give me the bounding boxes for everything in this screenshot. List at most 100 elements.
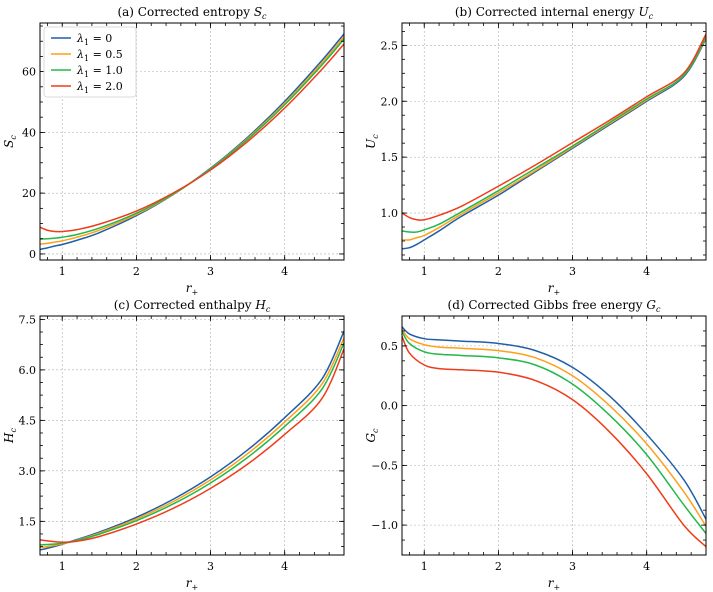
- series-line-2: [40, 342, 344, 546]
- legend-value: = 0: [89, 32, 112, 45]
- legend-entry-3: λ1 = 2.0: [76, 80, 123, 95]
- y-axis-label-symbol: U: [364, 138, 378, 149]
- x-axis-label-symbol: r: [186, 576, 193, 590]
- panel-title: (d) Corrected Gibbs free energy Gc: [448, 298, 661, 314]
- legend-entry-2: λ1 = 1.0: [76, 64, 123, 79]
- x-axis-label-subscript: +: [192, 288, 199, 297]
- legend-symbol: λ: [76, 64, 84, 77]
- legend-value: = 0.5: [89, 48, 123, 61]
- y-tick-label: 0.5: [381, 340, 399, 353]
- x-tick-label: 4: [643, 265, 650, 278]
- y-tick-label: 60: [22, 66, 36, 79]
- legend-value: = 1.0: [89, 64, 123, 77]
- x-axis-label-symbol: r: [548, 281, 555, 295]
- y-tick-label: 0: [29, 248, 36, 261]
- x-axis-label-subscript: +: [554, 583, 561, 592]
- x-tick-label: 3: [569, 265, 576, 278]
- y-tick-label: 40: [22, 126, 36, 139]
- x-tick-label: 3: [569, 560, 576, 573]
- series-line-0: [40, 33, 344, 251]
- y-axis-label-subscript: c: [371, 134, 380, 139]
- panel-title-symbol: S: [254, 5, 262, 19]
- legend-symbol: λ: [76, 48, 84, 61]
- panel-c: 1 2 3 4 1.5 3.0 4.5 6.0 7.5 (c) Corrected enthalp…: [2, 298, 345, 592]
- panel-d: 1 2 3 4 0.5 0.0 −0.5 −1.0 (d) Corrected Gibbs fr…: [364, 298, 707, 592]
- y-axis-label-subscript: c: [9, 135, 18, 140]
- x-tick-label: 2: [133, 265, 140, 278]
- x-tick-label: 1: [59, 265, 66, 278]
- y-axis-label-symbol: G: [364, 433, 378, 443]
- plot-frame: [39, 22, 345, 261]
- series-line-0: [402, 326, 706, 520]
- panel-title-subscript: c: [649, 12, 654, 21]
- series-line-2: [40, 38, 344, 240]
- y-tick-label: 1.5: [19, 515, 37, 528]
- legend-subscript: 1: [84, 38, 89, 47]
- x-axis-label-symbol: r: [186, 281, 193, 295]
- x-tick-label: 3: [207, 265, 214, 278]
- x-axis-label: r+: [186, 576, 198, 592]
- panel-title-subscript: c: [262, 12, 267, 21]
- panel-title: (b) Corrected internal energy Uc: [455, 5, 654, 21]
- series-line-1: [40, 36, 344, 245]
- y-tick-label: 1.5: [381, 151, 399, 164]
- x-tick-label: 2: [495, 560, 502, 573]
- y-axis-label-subscript: c: [371, 428, 380, 433]
- panel-b: 1 2 3 4 1.0 1.5 2.0 2.5 (b) Corrected internal e…: [364, 5, 707, 297]
- series-line-0: [402, 38, 706, 250]
- y-tick-label: −1.0: [371, 519, 398, 532]
- y-tick-label: 6.0: [19, 364, 37, 377]
- series-line-3: [40, 348, 344, 543]
- y-tick-label: 0.0: [381, 400, 399, 413]
- legend: λ1 = 0λ1 = 0.5λ1 = 1.0λ1 = 2.0: [43, 26, 137, 98]
- x-tick-label: 4: [281, 265, 288, 278]
- panel-title-subscript: c: [266, 305, 271, 314]
- y-axis-label-symbol: H: [2, 432, 16, 444]
- series-line-1: [402, 37, 706, 241]
- panel-title-symbol: U: [639, 5, 650, 19]
- x-tick-label: 3: [207, 560, 214, 573]
- x-tick-label: 1: [59, 560, 66, 573]
- legend-subscript: 1: [84, 54, 89, 63]
- series-line-3: [402, 336, 706, 548]
- panel-title-subscript: c: [656, 305, 661, 314]
- y-axis-label: Hc: [2, 428, 18, 444]
- x-tick-label: 2: [495, 265, 502, 278]
- legend-value: = 2.0: [89, 80, 123, 93]
- panel-title: (c) Corrected enthalpy Hc: [114, 298, 271, 314]
- series-line-1: [40, 337, 344, 549]
- y-tick-label: 2.5: [381, 39, 399, 52]
- legend-entry-0: λ1 = 0: [76, 32, 112, 47]
- x-axis-label: r+: [548, 576, 560, 592]
- legend-box: [43, 26, 137, 98]
- series-line-2: [402, 331, 706, 534]
- legend-subscript: 1: [84, 70, 89, 79]
- panel-title-text: (b) Corrected internal energy: [455, 5, 639, 19]
- x-axis-label: r+: [186, 281, 198, 297]
- y-tick-label: 2.0: [381, 95, 399, 108]
- plot-frame: [39, 315, 345, 556]
- x-tick-label: 2: [133, 560, 140, 573]
- y-tick-label: 3.0: [19, 465, 37, 478]
- panel-title-symbol: G: [646, 298, 656, 312]
- y-axis-label-symbol: S: [2, 140, 16, 148]
- x-tick-label: 1: [421, 560, 428, 573]
- series-line-1: [402, 328, 706, 527]
- x-axis-label-subscript: +: [192, 583, 199, 592]
- y-tick-label: 20: [22, 187, 36, 200]
- series-line-3: [402, 33, 706, 221]
- panel-title: (a) Corrected entropy Sc: [117, 5, 267, 21]
- x-axis-label: r+: [548, 281, 560, 297]
- panel-title-text: (a) Corrected entropy: [117, 5, 253, 19]
- y-tick-label: 4.5: [19, 414, 37, 427]
- y-tick-label: 1.0: [381, 207, 399, 220]
- legend-symbol: λ: [76, 80, 84, 93]
- panel-title-text: (d) Corrected Gibbs free energy: [448, 298, 647, 312]
- x-axis-label-symbol: r: [548, 576, 555, 590]
- y-axis-label: Sc: [2, 135, 18, 148]
- series-line-2: [402, 36, 706, 234]
- legend-subscript: 1: [84, 86, 89, 95]
- panel-title-symbol: H: [254, 298, 266, 312]
